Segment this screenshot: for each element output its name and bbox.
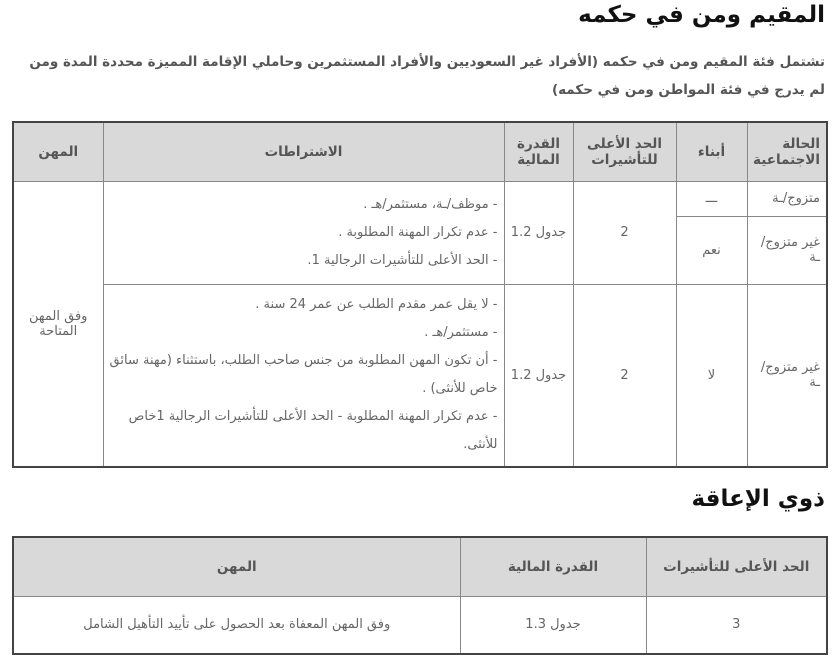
children-cell: ـــ — [675, 180, 748, 217]
children-cell: لا — [675, 283, 748, 468]
status-cell: غير متزوج/ـة — [746, 283, 828, 468]
intro-text: تشتمل فئة المقيم ومن في حكمه (الأفراد غي… — [29, 54, 825, 98]
professions-cell: وفق المهن المعفاة بعد الحصول على تأييد ا… — [12, 595, 461, 655]
header-financial: القدرة المالية — [503, 121, 574, 182]
table-row: 3 جدول 1.3 وفق المهن المعفاة بعد الحصول … — [12, 595, 828, 655]
header-social-status: الحالة الاجتماعية — [746, 121, 828, 182]
condition-item: - مستثمر/هـ . — [424, 325, 498, 341]
page-title: المقيم ومن في حكمه — [578, 2, 825, 28]
condition-item: - لا يقل عمر مقدم الطلب عن عمر 24 سنة . — [255, 297, 498, 313]
table-row: غير متزوج/ـة لا 2 جدول 1.2 - لا يقل عمر … — [13, 283, 828, 468]
resident-table: الحالة الاجتماعية أبناء الحد الأعلى للتأ… — [12, 121, 828, 468]
header-financial: القدرة المالية — [459, 536, 647, 597]
header-children: أبناء — [675, 121, 748, 182]
header-max-visas: الحد الأعلى للتأشيرات — [572, 121, 677, 182]
max-visas-cell: 3 — [645, 595, 828, 655]
header-professions: المهن — [12, 121, 104, 182]
max-visas-cell: 2 — [572, 283, 677, 468]
disability-table: الحد الأعلى للتأشيرات القدرة المالية الم… — [12, 536, 828, 655]
max-visas-cell: 2 — [572, 180, 677, 285]
condition-item: - عدم تكرار المهنة المطلوبة . — [338, 224, 498, 240]
children-cell: نعم — [675, 215, 748, 285]
header-max-visas: الحد الأعلى للتأشيرات — [645, 536, 828, 597]
condition-item: - موظف/ـة، مستثمر/هـ . — [363, 196, 498, 212]
section-title-disability: ذوي الإعاقة — [691, 486, 825, 512]
conditions-cell: - لا يقل عمر مقدم الطلب عن عمر 24 سنة . … — [102, 283, 505, 468]
table-row: متزوج/ـة ـــ 2 جدول 1.2 - موظف/ـة، مستثم… — [12, 180, 828, 468]
condition-item: - أن تكون المهن المطلوبة من جنس صاحب الط… — [109, 353, 498, 397]
status-cell: غير متزوج/ـة — [746, 215, 828, 285]
financial-cell: جدول 1.2 — [503, 283, 574, 468]
status-cell: متزوج/ـة — [746, 180, 828, 217]
conditions-cell: - موظف/ـة، مستثمر/هـ . - عدم تكرار المهن… — [102, 180, 505, 285]
table-row: غير متزوج/ـة نعم — [13, 215, 828, 285]
financial-cell: جدول 1.3 — [459, 595, 647, 655]
header-professions: المهن — [12, 536, 461, 597]
condition-item: - الحد الأعلى للتأشيرات الرجالية 1. — [307, 252, 498, 268]
header-conditions: الاشتراطات — [102, 121, 505, 182]
professions-cell: وفق المهن المتاحة — [12, 180, 104, 468]
condition-item: - عدم تكرار المهنة المطلوبة - الحد الأعل… — [128, 409, 498, 453]
financial-cell: جدول 1.2 — [503, 180, 574, 285]
